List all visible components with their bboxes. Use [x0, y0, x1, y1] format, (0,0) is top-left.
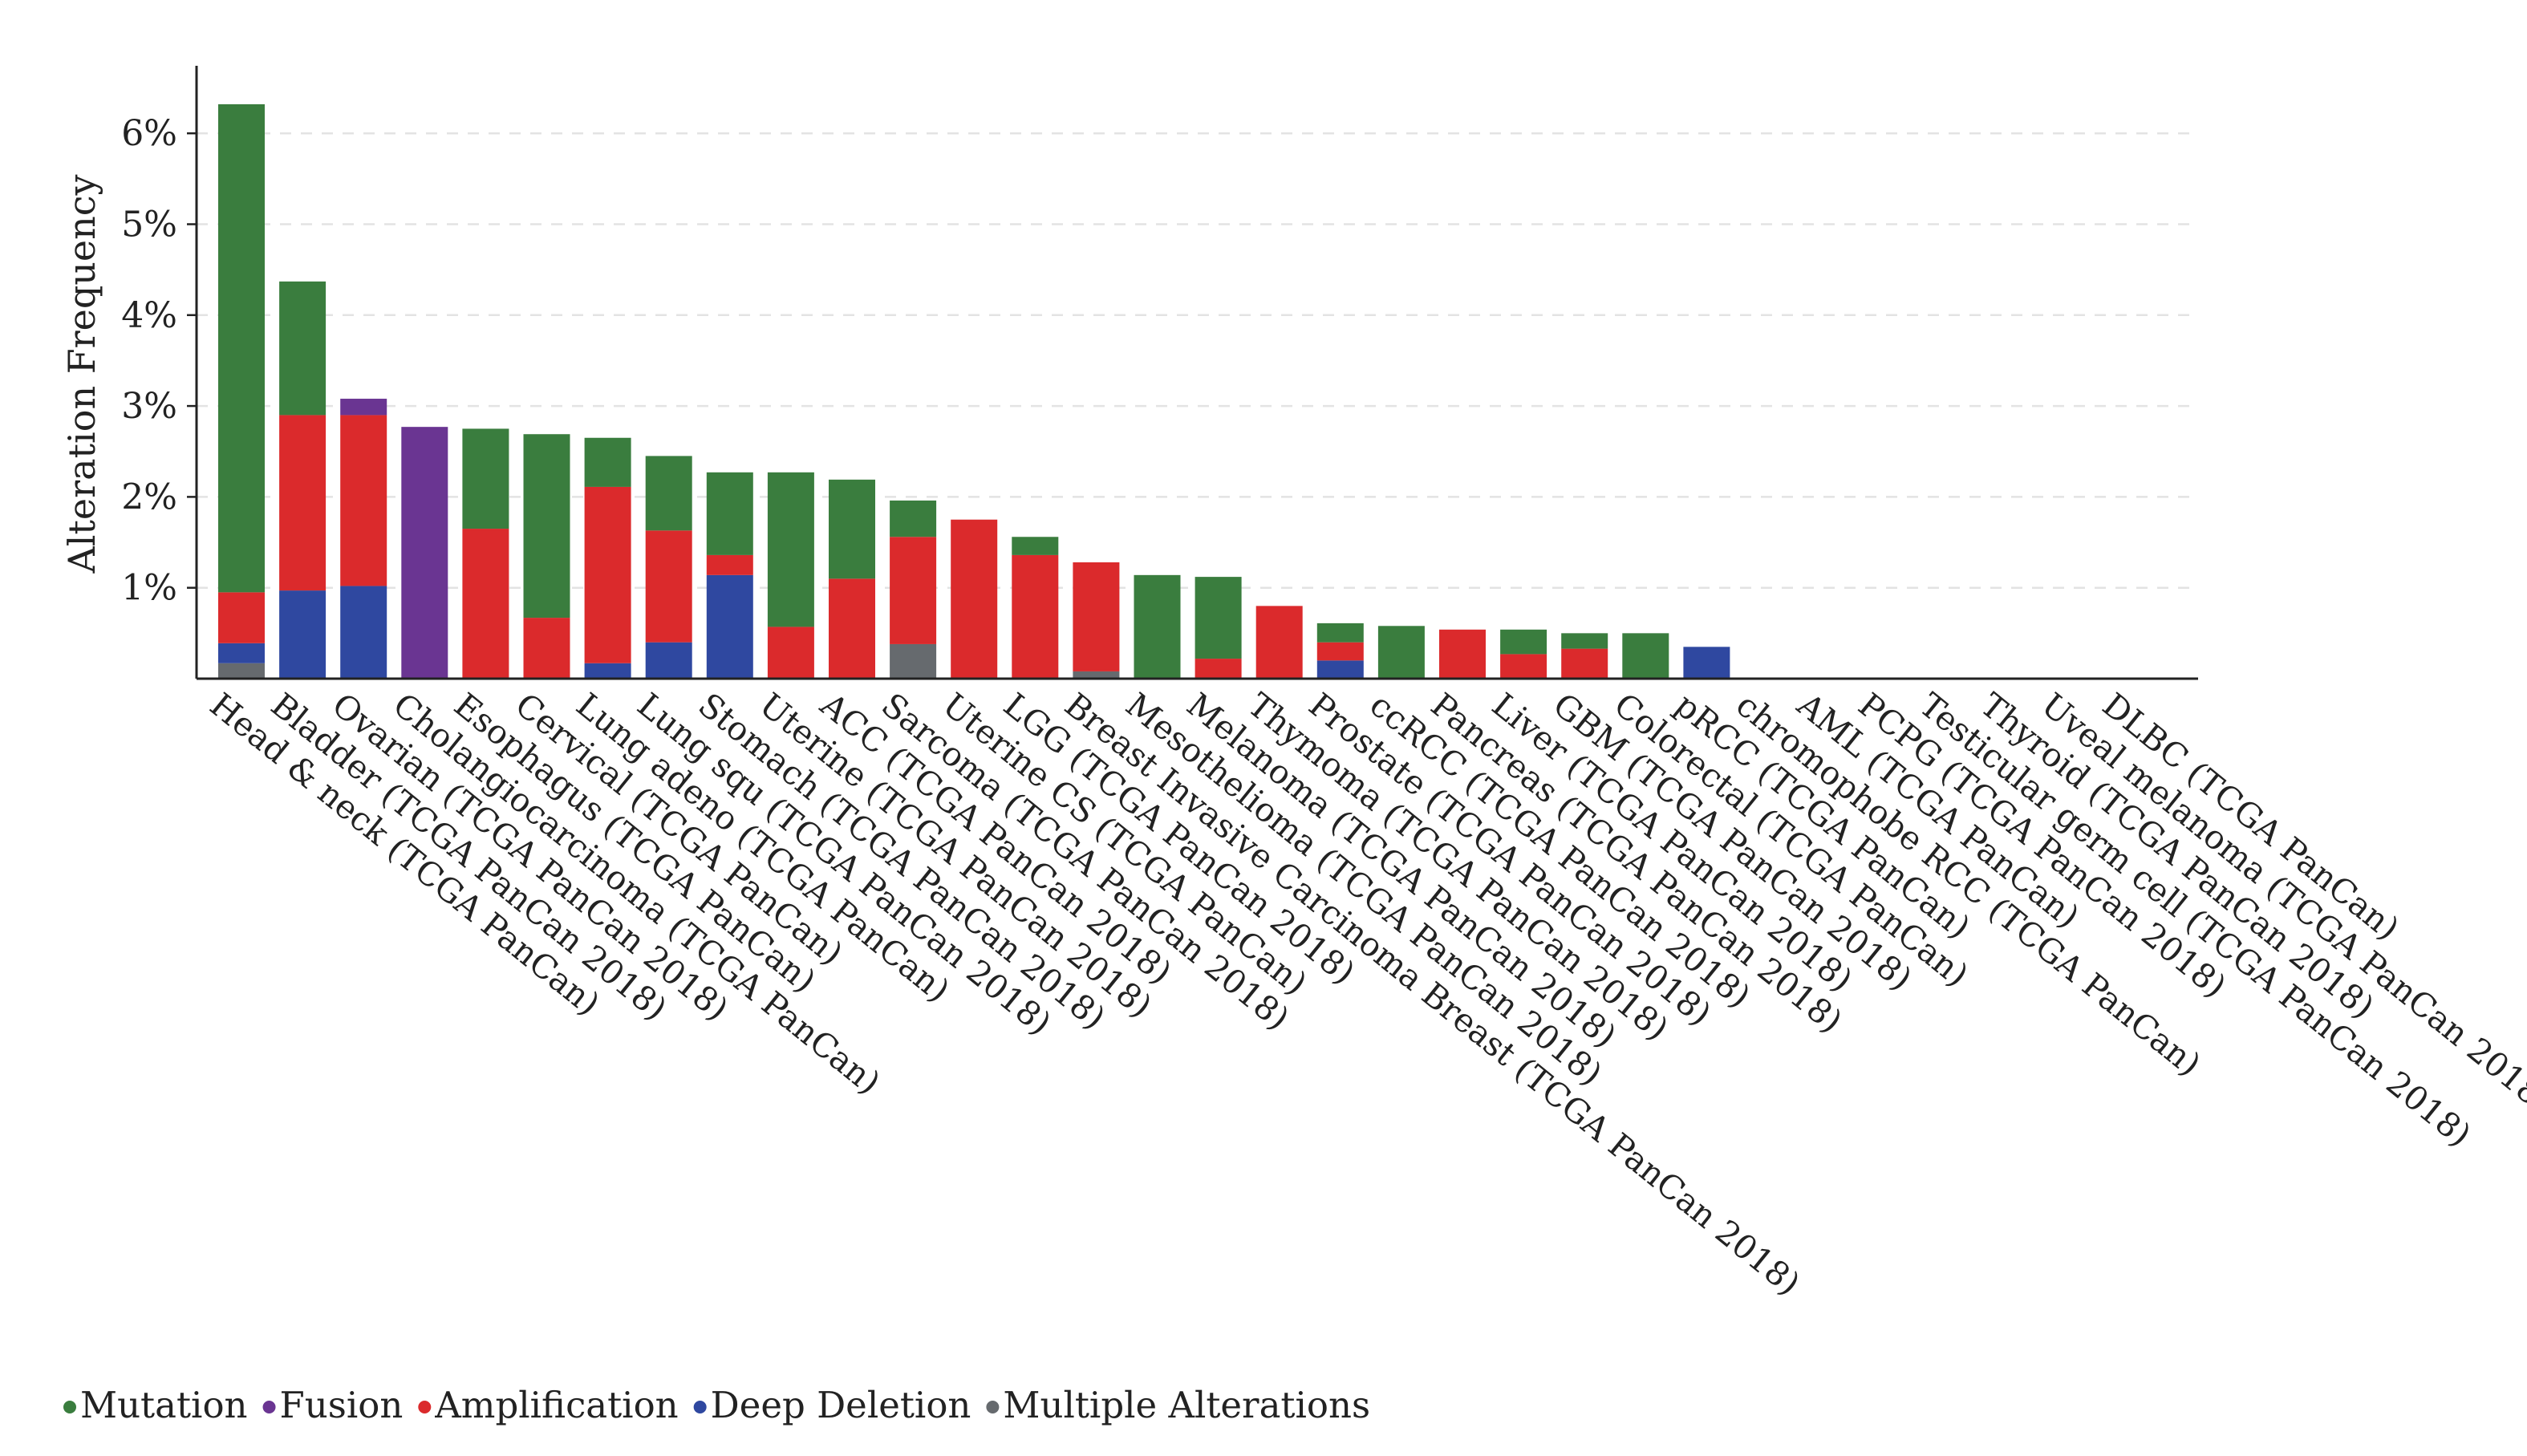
y-axis-title: Alteration Frequency [60, 174, 103, 574]
bar-mutation [218, 103, 265, 593]
bar-amplification [706, 554, 753, 575]
bar-mutation [584, 437, 631, 487]
y-tick-label: 2% [121, 477, 177, 517]
bar-mutation [523, 434, 570, 618]
bar-amplification [523, 618, 570, 679]
axes [195, 66, 2198, 680]
y-tick-label: 3% [121, 386, 177, 427]
bar-amplification [767, 627, 814, 679]
y-tick-labels: 1% 2% 3% 4% 5% 6% [121, 113, 197, 609]
bar-fusion [340, 399, 387, 416]
bar-deep-deletion [1683, 647, 1730, 679]
bar-amplification [951, 519, 998, 679]
bar-deep-deletion [706, 574, 753, 679]
bar-mutation [890, 500, 937, 537]
bar-mutation [1134, 574, 1181, 679]
y-tick-label: 5% [121, 205, 177, 245]
legend-label-amplification: Amplification [434, 1384, 678, 1426]
bar-mutation [1622, 633, 1669, 679]
bar-amplification [1439, 629, 1486, 679]
bars [218, 103, 1730, 679]
bar-deep-deletion [218, 643, 265, 663]
bar-deep-deletion [1316, 660, 1364, 679]
bar-amplification [1195, 659, 1242, 679]
bar-mutation [1195, 577, 1242, 659]
bar-amplification [1255, 606, 1303, 679]
y-tick-label: 6% [121, 113, 177, 154]
y-tick-label: 4% [121, 295, 177, 336]
bar-deep-deletion [340, 586, 387, 679]
legend-marker [418, 1401, 432, 1413]
bar-mutation [706, 472, 753, 555]
bar-amplification [340, 415, 387, 586]
legend: Mutation Fusion Amplification Deep Deletion… [63, 1384, 1370, 1426]
bar-amplification [1316, 642, 1364, 661]
legend-label-mutation: Mutation [80, 1384, 248, 1426]
bar-amplification [890, 537, 937, 644]
bar-deep-deletion [279, 590, 327, 679]
bar-mutation [1012, 537, 1059, 555]
bar-amplification [1561, 648, 1608, 679]
bar-multiple-alterations [218, 663, 265, 679]
bar-mutation [645, 456, 692, 531]
bar-amplification [279, 415, 327, 591]
bar-deep-deletion [584, 663, 631, 679]
legend-marker [63, 1401, 76, 1413]
legend-label-multiple-alterations: Multiple Alterations [1003, 1384, 1370, 1426]
bar-amplification [829, 578, 875, 679]
bar-amplification [584, 486, 631, 663]
bar-mutation [829, 479, 875, 579]
bar-multiple-alterations [1073, 671, 1120, 679]
bar-mutation [279, 281, 327, 416]
legend-marker [986, 1401, 1000, 1413]
bar-mutation [1316, 623, 1364, 643]
legend-marker [693, 1401, 707, 1413]
bar-amplification [1073, 562, 1120, 671]
bar-amplification [645, 530, 692, 643]
legend-label-deep-deletion: Deep Deletion [711, 1384, 971, 1426]
legend-label-fusion: Fusion [280, 1384, 404, 1426]
bar-multiple-alterations [890, 643, 937, 679]
bar-amplification [218, 592, 265, 643]
bar-mutation [1561, 633, 1608, 649]
bar-mutation [1377, 626, 1425, 679]
bar-amplification [1012, 554, 1059, 679]
bar-fusion [401, 427, 448, 679]
bar-amplification [462, 529, 509, 679]
category-labels: Head & neck (TCGA PanCan)Bladder (TCGA P… [203, 685, 2527, 1303]
bar-deep-deletion [645, 642, 692, 679]
bar-amplification [1500, 654, 1547, 679]
bar-mutation [1500, 629, 1547, 655]
bar-mutation [767, 472, 814, 627]
y-tick-label: 1% [121, 568, 177, 609]
bar-mutation [462, 428, 509, 529]
legend-marker [262, 1401, 276, 1413]
